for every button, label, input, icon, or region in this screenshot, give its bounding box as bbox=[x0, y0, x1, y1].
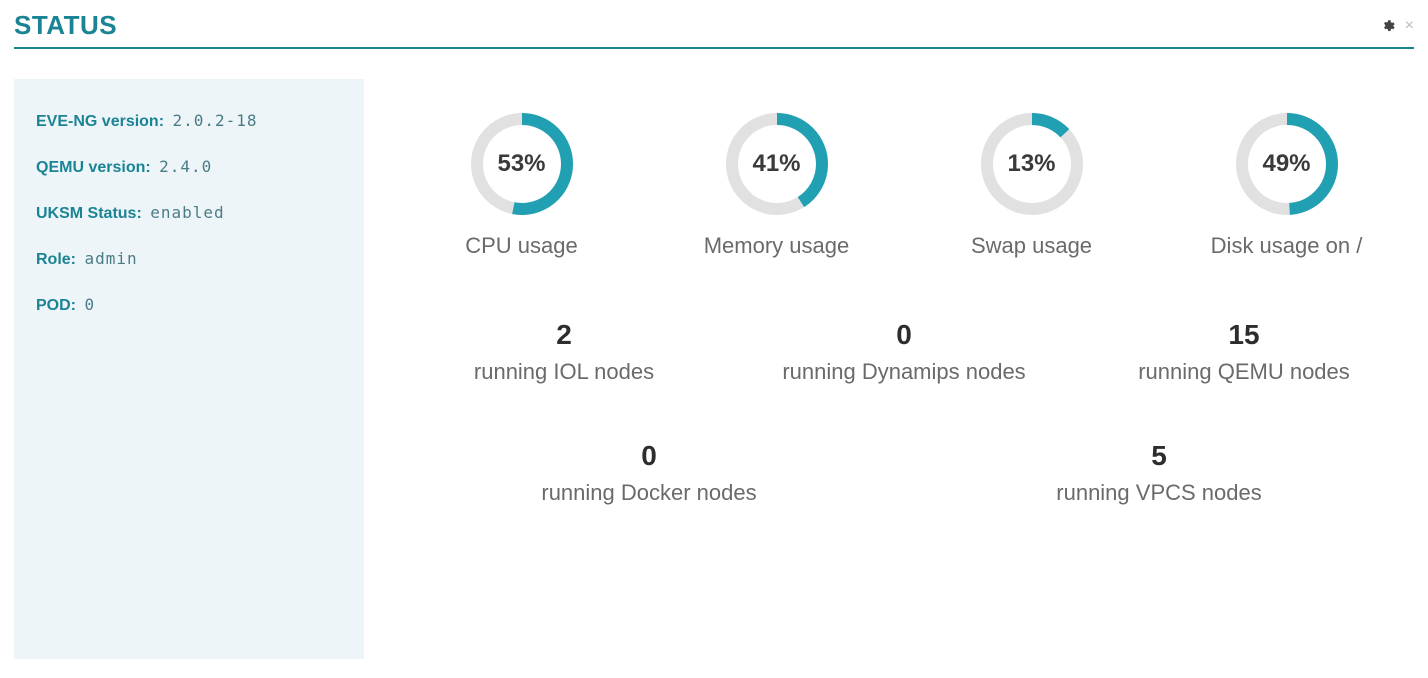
counts-row-1: 2 running IOL nodes 0 running Dynamips n… bbox=[394, 319, 1414, 440]
info-pod-label: POD: bbox=[36, 297, 76, 314]
info-role-value: admin bbox=[84, 249, 137, 268]
info-role: Role: admin bbox=[36, 249, 342, 269]
count-qemu-caption: running QEMU nodes bbox=[1074, 359, 1414, 385]
close-icon[interactable]: × bbox=[1405, 18, 1414, 34]
info-qemu-label: QEMU version: bbox=[36, 159, 151, 176]
count-dynamips-caption: running Dynamips nodes bbox=[734, 359, 1074, 385]
gauge-cpu: 53% CPU usage bbox=[394, 109, 649, 259]
info-eve-label: EVE-NG version: bbox=[36, 113, 164, 130]
main-panel: 53% CPU usage 41% Memory usage bbox=[394, 79, 1414, 659]
count-docker: 0 running Docker nodes bbox=[394, 440, 904, 506]
counts-row-2: 0 running Docker nodes 5 running VPCS no… bbox=[394, 440, 1414, 561]
count-vpcs-value: 5 bbox=[904, 440, 1414, 472]
gauge-memory-caption: Memory usage bbox=[649, 233, 904, 259]
info-uksm: UKSM Status: enabled bbox=[36, 203, 342, 223]
gauge-swap: 13% Swap usage bbox=[904, 109, 1159, 259]
gauge-disk-caption: Disk usage on / bbox=[1159, 233, 1414, 259]
gear-icon[interactable] bbox=[1381, 19, 1395, 33]
gauge-cpu-donut: 53% bbox=[467, 109, 577, 219]
count-qemu: 15 running QEMU nodes bbox=[1074, 319, 1414, 385]
count-qemu-value: 15 bbox=[1074, 319, 1414, 351]
gauge-memory-value: 41% bbox=[722, 109, 832, 219]
info-pod: POD: 0 bbox=[36, 295, 342, 315]
gauge-disk: 49% Disk usage on / bbox=[1159, 109, 1414, 259]
gauge-memory-donut: 41% bbox=[722, 109, 832, 219]
count-docker-value: 0 bbox=[394, 440, 904, 472]
info-pod-value: 0 bbox=[84, 295, 95, 314]
info-eve-value: 2.0.2-18 bbox=[172, 111, 257, 130]
info-panel: EVE-NG version: 2.0.2-18 QEMU version: 2… bbox=[14, 79, 364, 659]
page-title: STATUS bbox=[14, 10, 117, 41]
gauge-swap-value: 13% bbox=[977, 109, 1087, 219]
info-eve: EVE-NG version: 2.0.2-18 bbox=[36, 111, 342, 131]
gauge-disk-value: 49% bbox=[1232, 109, 1342, 219]
gauge-disk-donut: 49% bbox=[1232, 109, 1342, 219]
gauge-cpu-value: 53% bbox=[467, 109, 577, 219]
count-vpcs: 5 running VPCS nodes bbox=[904, 440, 1414, 506]
header-controls: × bbox=[1381, 18, 1414, 34]
info-qemu-value: 2.4.0 bbox=[159, 157, 212, 176]
gauge-swap-caption: Swap usage bbox=[904, 233, 1159, 259]
count-dynamips: 0 running Dynamips nodes bbox=[734, 319, 1074, 385]
gauge-swap-donut: 13% bbox=[977, 109, 1087, 219]
gauges-row: 53% CPU usage 41% Memory usage bbox=[394, 109, 1414, 259]
header: STATUS × bbox=[14, 10, 1414, 49]
info-role-label: Role: bbox=[36, 251, 76, 268]
info-uksm-value: enabled bbox=[150, 203, 224, 222]
count-vpcs-caption: running VPCS nodes bbox=[904, 480, 1414, 506]
gauge-cpu-caption: CPU usage bbox=[394, 233, 649, 259]
count-dynamips-value: 0 bbox=[734, 319, 1074, 351]
count-iol: 2 running IOL nodes bbox=[394, 319, 734, 385]
count-iol-caption: running IOL nodes bbox=[394, 359, 734, 385]
count-iol-value: 2 bbox=[394, 319, 734, 351]
gauge-memory: 41% Memory usage bbox=[649, 109, 904, 259]
layout: EVE-NG version: 2.0.2-18 QEMU version: 2… bbox=[14, 79, 1414, 659]
info-qemu: QEMU version: 2.4.0 bbox=[36, 157, 342, 177]
info-uksm-label: UKSM Status: bbox=[36, 205, 142, 222]
count-docker-caption: running Docker nodes bbox=[394, 480, 904, 506]
